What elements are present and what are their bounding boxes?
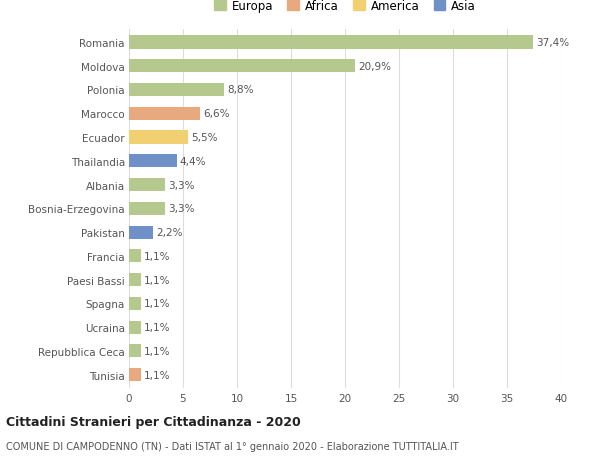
Text: 1,1%: 1,1% bbox=[144, 322, 170, 332]
Bar bbox=[129, 155, 176, 168]
Text: 3,3%: 3,3% bbox=[168, 180, 194, 190]
Bar bbox=[129, 321, 141, 334]
Text: 4,4%: 4,4% bbox=[180, 157, 206, 167]
Bar bbox=[129, 297, 141, 310]
Bar bbox=[129, 345, 141, 358]
Bar bbox=[129, 36, 533, 50]
Text: COMUNE DI CAMPODENNO (TN) - Dati ISTAT al 1° gennaio 2020 - Elaborazione TUTTITA: COMUNE DI CAMPODENNO (TN) - Dati ISTAT a… bbox=[6, 441, 458, 451]
Bar bbox=[129, 250, 141, 263]
Text: 20,9%: 20,9% bbox=[358, 62, 391, 72]
Bar bbox=[129, 179, 164, 192]
Bar bbox=[129, 202, 164, 215]
Text: 1,1%: 1,1% bbox=[144, 346, 170, 356]
Bar bbox=[129, 107, 200, 121]
Bar bbox=[129, 368, 141, 381]
Bar bbox=[129, 60, 355, 73]
Text: 3,3%: 3,3% bbox=[168, 204, 194, 214]
Text: 5,5%: 5,5% bbox=[191, 133, 218, 143]
Text: 37,4%: 37,4% bbox=[536, 38, 569, 48]
Text: 8,8%: 8,8% bbox=[227, 85, 254, 95]
Text: 1,1%: 1,1% bbox=[144, 370, 170, 380]
Text: Cittadini Stranieri per Cittadinanza - 2020: Cittadini Stranieri per Cittadinanza - 2… bbox=[6, 415, 301, 428]
Text: 1,1%: 1,1% bbox=[144, 275, 170, 285]
Bar bbox=[129, 131, 188, 144]
Legend: Europa, Africa, America, Asia: Europa, Africa, America, Asia bbox=[214, 0, 476, 13]
Text: 2,2%: 2,2% bbox=[156, 228, 182, 238]
Bar bbox=[129, 226, 153, 239]
Text: 6,6%: 6,6% bbox=[203, 109, 230, 119]
Bar bbox=[129, 274, 141, 286]
Bar bbox=[129, 84, 224, 97]
Text: 1,1%: 1,1% bbox=[144, 299, 170, 308]
Text: 1,1%: 1,1% bbox=[144, 251, 170, 261]
